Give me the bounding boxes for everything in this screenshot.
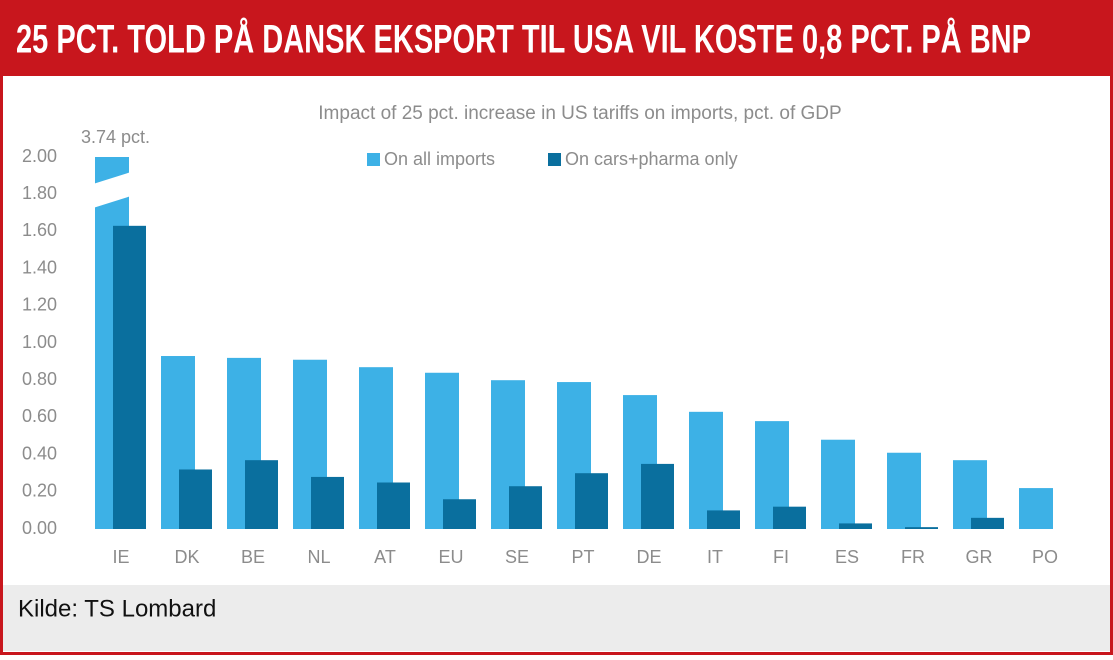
y-tick-label: 0.00: [22, 518, 57, 538]
bar: [773, 506, 806, 529]
bar: [509, 486, 542, 529]
bar: [377, 482, 410, 529]
x-tick-label: SE: [505, 547, 529, 567]
x-tick-label: EU: [438, 547, 463, 567]
y-tick-label: 1.40: [22, 257, 57, 277]
bar: [689, 411, 723, 529]
x-tick-label: AT: [374, 547, 396, 567]
x-tick-label: PT: [571, 547, 594, 567]
value-label: 3.74 pct.: [81, 127, 150, 147]
legend-label: On cars+pharma only: [565, 149, 738, 169]
x-tick-label: DE: [636, 547, 661, 567]
bar: [953, 460, 987, 529]
legend-swatch: [548, 153, 561, 166]
x-tick-label: NL: [307, 547, 330, 567]
header-band: [0, 0, 1113, 76]
legend-swatch: [367, 153, 380, 166]
x-tick-label: PO: [1032, 547, 1058, 567]
x-tick-label: DK: [174, 547, 199, 567]
bar: [443, 499, 476, 529]
bar: [1019, 488, 1053, 529]
legend-label: On all imports: [384, 149, 495, 169]
bar: [821, 439, 855, 529]
source: Kilde: TS Lombard: [18, 595, 216, 622]
bar: [887, 452, 921, 529]
bar: [839, 523, 872, 529]
bar: [245, 460, 278, 529]
bar: [971, 517, 1004, 529]
bar: [113, 225, 146, 529]
y-tick-label: 0.60: [22, 406, 57, 426]
x-tick-label: IE: [112, 547, 129, 567]
y-tick-label: 1.60: [22, 220, 57, 240]
x-tick-label: FR: [901, 547, 925, 567]
plot: 0.00 0.20 0.40 0.60 0.80 1.00 1.20 1.40 1.60 1.80…: [22, 127, 1058, 567]
y-tick-label: 1.80: [22, 183, 57, 203]
bar: [905, 527, 938, 529]
y-tick-label: 0.20: [22, 481, 57, 501]
x-tick-label: ES: [835, 547, 859, 567]
bar: [575, 473, 608, 529]
y-tick-label: 0.80: [22, 369, 57, 389]
header-title: 25 PCT. TOLD PÅ DANSK EKSPORT TIL USA VI…: [16, 17, 1031, 62]
axis-break: [93, 172, 131, 208]
x-tick-label: GR: [966, 547, 993, 567]
bar: [641, 463, 674, 529]
bar: [311, 476, 344, 529]
x-tick-label: IT: [707, 547, 723, 567]
x-tick-label: FI: [773, 547, 789, 567]
y-tick-label: 1.20: [22, 295, 57, 315]
footer-band: [3, 585, 1110, 651]
y-tick-label: 2.00: [22, 146, 57, 166]
y-tick-label: 0.40: [22, 443, 57, 463]
bar: [707, 510, 740, 529]
bar: [179, 469, 212, 529]
chart-title: Impact of 25 pct. increase in US tariffs…: [318, 103, 841, 124]
x-tick-label: BE: [241, 547, 265, 567]
y-tick-label: 1.00: [22, 332, 57, 352]
